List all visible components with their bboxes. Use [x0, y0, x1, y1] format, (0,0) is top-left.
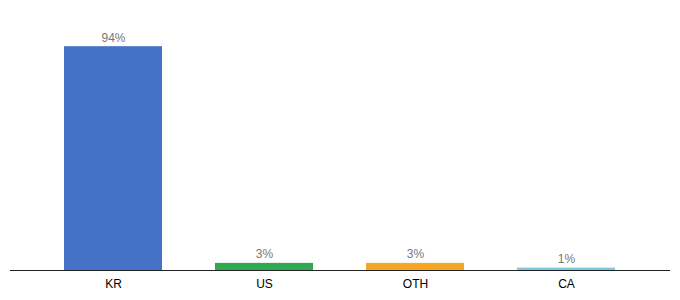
svg-text:CA: CA [558, 277, 575, 291]
svg-text:OTH: OTH [403, 277, 428, 291]
svg-text:KR: KR [105, 277, 122, 291]
svg-text:94%: 94% [101, 31, 125, 45]
svg-text:1%: 1% [558, 252, 576, 266]
svg-text:3%: 3% [407, 247, 425, 261]
svg-text:US: US [256, 277, 273, 291]
svg-text:3%: 3% [256, 247, 274, 261]
